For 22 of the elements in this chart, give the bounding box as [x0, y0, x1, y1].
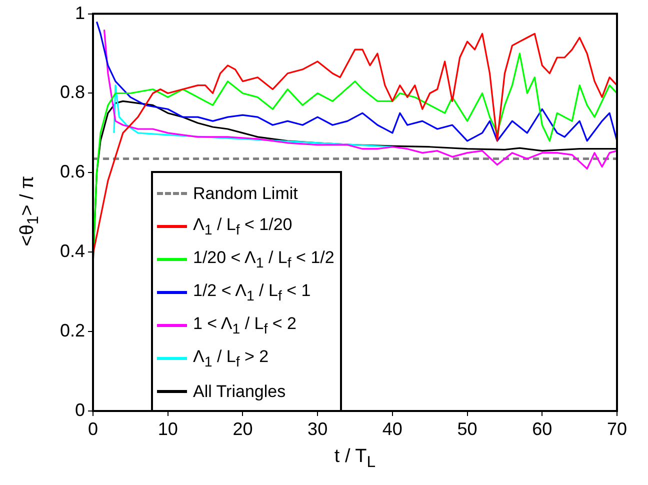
x-tick-label: 30: [308, 418, 328, 439]
legend-label: 1 < Λ$_{1}$ / L$_{f}$ < 2: [193, 314, 297, 338]
x-tick-label: 10: [158, 418, 178, 439]
y-tick-label: 0.8: [60, 82, 85, 102]
legend-label: Λ$_{1}$ / L$_{f}$ < 1/20: [193, 214, 292, 238]
legend-label: Λ$_{1}$ / L$_{f}$ > 2: [193, 346, 269, 370]
x-tick-label: 60: [532, 418, 552, 439]
x-axis-title: t / T$_{L}$: [333, 446, 377, 472]
legend-label: 1/20 < Λ$_{1}$ / L$_{f}$ < 1/2: [193, 248, 334, 272]
x-tick-label: 70: [606, 418, 628, 439]
x-tick-label: 20: [232, 418, 253, 439]
legend-label: All Triangles: [193, 382, 286, 402]
y-tick-label: 0.6: [60, 162, 85, 182]
y-tick-label: 1: [74, 2, 85, 23]
y-tick-label: 0.2: [60, 320, 85, 341]
y-tick-label: 0: [74, 400, 85, 420]
x-tick-label: 0: [88, 418, 98, 439]
x-tick-label: 40: [382, 418, 402, 439]
legend-label: Random Limit: [193, 184, 298, 204]
y-tick-label: 0.4: [60, 241, 85, 262]
x-tick-label: 50: [457, 418, 478, 439]
legend-label: 1/2 < Λ$_{1}$ / L$_{f}$ < 1: [193, 280, 311, 304]
